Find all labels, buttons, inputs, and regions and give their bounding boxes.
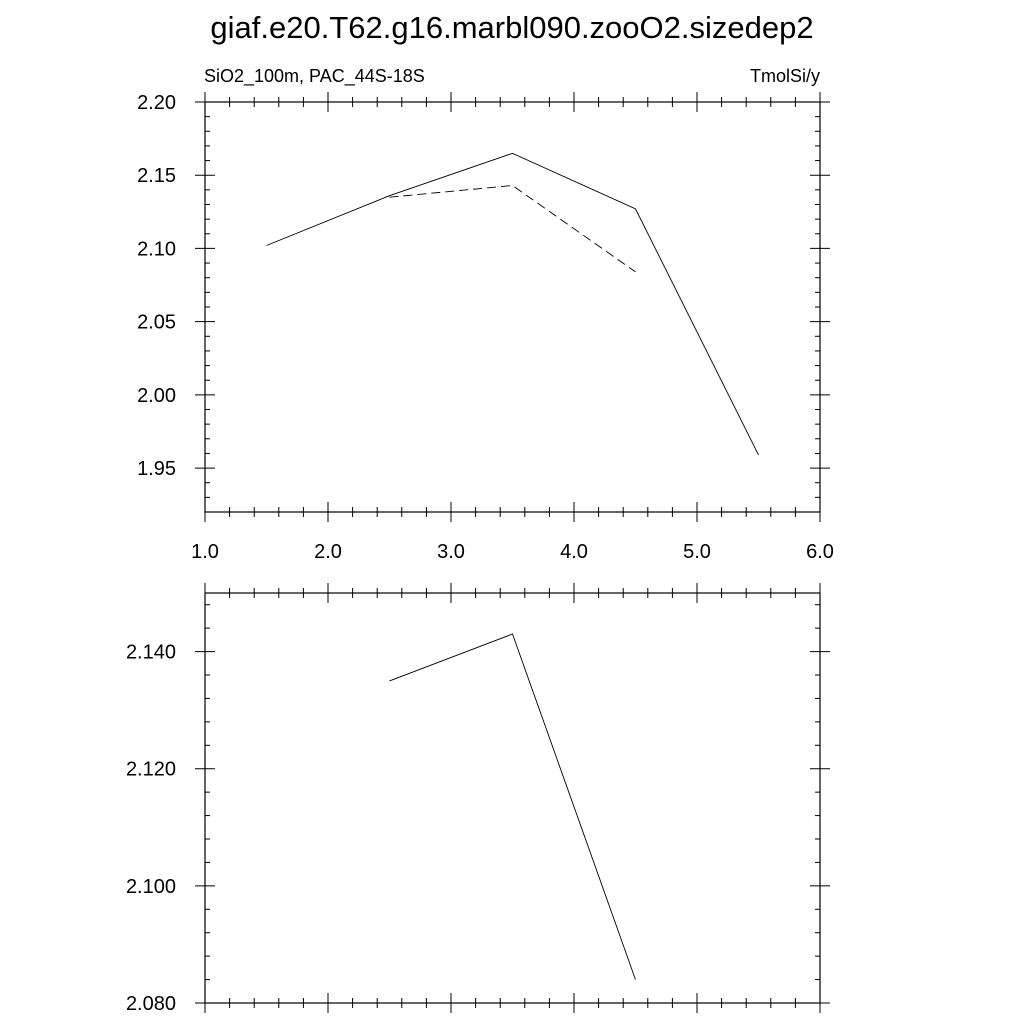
top-panel-frame (204, 101, 821, 513)
x-tick-label: 6.0 (806, 541, 834, 563)
series-line-solid (266, 152, 759, 456)
top-panel-left-label: SiO2_100m, PAC_44S-18S (204, 66, 425, 87)
y-tick-label: 2.05 (137, 312, 176, 334)
x-tick-label: 5.0 (683, 541, 711, 563)
y-tick-label: 2.100 (126, 876, 176, 898)
y-tick-label: 1.95 (137, 458, 176, 480)
bottom-panel-frame (204, 592, 821, 1004)
x-tick-label: 4.0 (560, 541, 588, 563)
y-tick-label: 2.20 (137, 92, 176, 114)
y-tick-label: 2.00 (137, 385, 176, 407)
top-panel: SiO2_100m, PAC_44S-18S TmolSi/y 1.0 2.0 3.… (137, 66, 834, 563)
x-tick-label: 1.0 (191, 541, 219, 563)
chart-title: giaf.e20.T62.g16.marbl090.zooO2.sizedep2 (210, 10, 813, 45)
series-line-dashed (389, 185, 636, 273)
y-tick-label: 2.120 (126, 759, 176, 781)
top-panel-units-label: TmolSi/y (750, 66, 820, 86)
series-line-solid (389, 633, 636, 980)
x-tick-label: 3.0 (437, 541, 465, 563)
y-tick-label: 2.140 (126, 642, 176, 664)
bottom-panel: 2.080 2.100 2.120 2.140 (126, 583, 830, 1015)
y-tick-label: 2.10 (137, 238, 176, 260)
y-tick-label: 2.15 (137, 165, 176, 187)
y-tick-label: 2.080 (126, 993, 176, 1015)
x-tick-label: 2.0 (314, 541, 342, 563)
